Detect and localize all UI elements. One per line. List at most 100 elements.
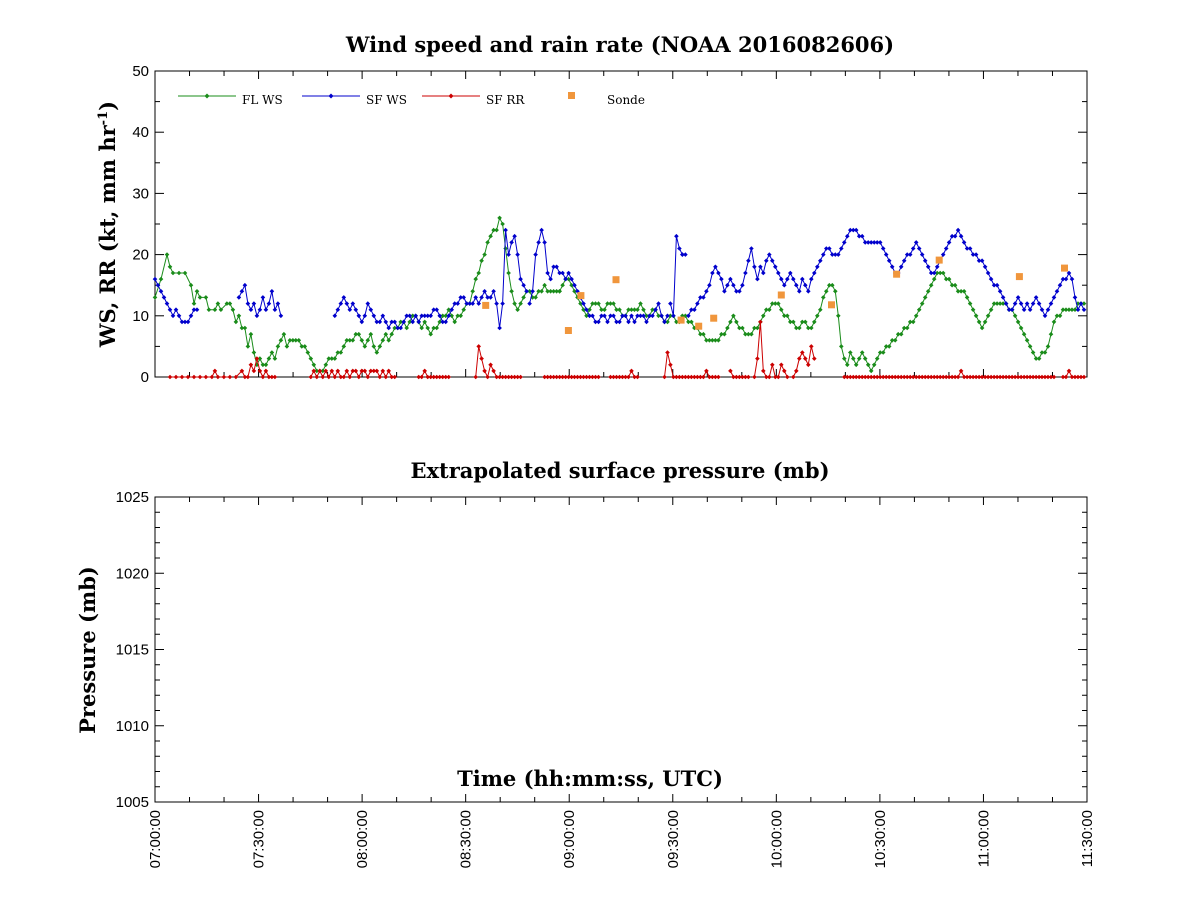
- data-point: [473, 276, 478, 282]
- data-point: [434, 325, 439, 331]
- data-point: [665, 313, 670, 319]
- data-point: [922, 258, 928, 263]
- data-point: [755, 325, 760, 331]
- data-point: [707, 338, 712, 343]
- data-point: [919, 252, 925, 257]
- data-point: [368, 368, 374, 374]
- data-point: [509, 289, 514, 294]
- data-point: [584, 307, 589, 312]
- data-point: [1066, 307, 1072, 312]
- data-point: [602, 307, 607, 312]
- data-point: [671, 313, 676, 319]
- data-point: [275, 344, 281, 349]
- data-point: [587, 374, 592, 380]
- data-point: [446, 374, 451, 380]
- data-point: [1021, 307, 1027, 312]
- data-point: [1075, 374, 1081, 380]
- data-point: [1066, 270, 1072, 276]
- data-point: [158, 289, 164, 294]
- data-point: [1027, 307, 1033, 312]
- data-point: [916, 246, 922, 251]
- data-point: [949, 374, 955, 380]
- data-point: [1060, 374, 1066, 380]
- data-point: [614, 374, 619, 380]
- data-point: [818, 258, 823, 263]
- data-point: [560, 270, 565, 276]
- data-point: [425, 374, 430, 380]
- series-line: [235, 358, 275, 379]
- data-point: [263, 368, 269, 374]
- data-point: [431, 374, 436, 380]
- data-point: [853, 362, 859, 368]
- data-point: [1054, 313, 1060, 319]
- data-point: [533, 295, 538, 300]
- data-point: [955, 374, 961, 380]
- data-point: [707, 374, 712, 380]
- data-point: [701, 374, 706, 380]
- data-point: [910, 319, 916, 325]
- data-point: [821, 252, 826, 257]
- data-point: [815, 313, 820, 319]
- data-point: [916, 374, 922, 380]
- data-point: [821, 295, 826, 300]
- data-point: [266, 374, 272, 380]
- data-point: [338, 374, 344, 380]
- data-point: [758, 264, 763, 270]
- data-point: [449, 313, 454, 319]
- data-point: [997, 289, 1003, 294]
- data-point: [584, 374, 589, 380]
- data-point: [1042, 374, 1048, 380]
- data-point: [665, 350, 670, 355]
- data-point: [671, 374, 676, 380]
- data-point: [1042, 350, 1048, 355]
- data-point: [248, 331, 254, 337]
- data-point: [611, 313, 616, 319]
- data-point: [949, 282, 955, 288]
- data-point: [734, 289, 739, 294]
- data-point: [614, 319, 619, 325]
- data-point: [880, 246, 886, 251]
- data-point: [776, 301, 781, 306]
- series-sonde: [482, 256, 1068, 334]
- data-point: [431, 325, 436, 331]
- data-point: [803, 356, 808, 361]
- sonde-point: [893, 270, 901, 278]
- data-point: [416, 374, 421, 380]
- data-point: [928, 282, 934, 288]
- legend-item: SF RR: [422, 93, 525, 107]
- data-point: [788, 270, 793, 276]
- data-point: [239, 325, 245, 331]
- data-point: [599, 307, 604, 312]
- data-point: [392, 374, 397, 380]
- data-point: [434, 307, 439, 312]
- data-point: [806, 362, 811, 368]
- top-chart-title: Wind speed and rain rate (NOAA 201608260…: [345, 32, 894, 57]
- x-tick-label: 09:00:00: [561, 810, 578, 868]
- data-point: [245, 344, 251, 349]
- data-point: [203, 374, 209, 380]
- data-point: [1051, 319, 1057, 325]
- data-point: [845, 362, 850, 368]
- data-point: [734, 319, 739, 325]
- data-point: [389, 331, 394, 337]
- data-point: [967, 374, 973, 380]
- data-point: [656, 301, 661, 306]
- bottom-x-axis-label: Time (hh:mm:ss, UTC): [457, 766, 723, 791]
- data-point: [557, 374, 562, 380]
- bottom-y-axis: 1005 1010 1015 1020 1025: [116, 489, 1087, 811]
- data-point: [946, 240, 952, 245]
- data-point: [371, 368, 377, 374]
- data-point: [635, 313, 640, 319]
- data-point: [374, 319, 380, 325]
- data-point: [491, 289, 496, 294]
- data-point: [593, 374, 598, 380]
- data-point: [901, 325, 907, 331]
- data-point: [632, 319, 637, 325]
- data-point: [1015, 319, 1021, 325]
- data-point: [931, 270, 937, 276]
- data-point: [901, 258, 907, 263]
- data-point: [1057, 313, 1063, 319]
- data-point: [332, 313, 338, 319]
- data-point: [868, 240, 874, 245]
- data-point: [907, 319, 913, 325]
